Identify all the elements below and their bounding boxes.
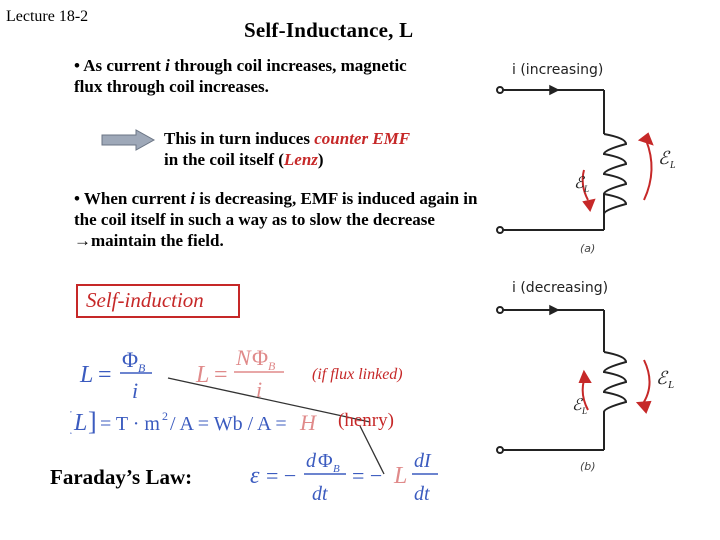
henry-unit: (henry) (338, 410, 394, 431)
right-arrow-icon (101, 129, 156, 151)
svg-text:ε: ε (250, 463, 260, 489)
flux-linked-note: (if flux linked) (312, 366, 403, 383)
svg-text:L: L (73, 410, 87, 436)
svg-text:ℰ: ℰ (658, 148, 671, 168)
svg-text:L: L (195, 362, 209, 388)
svg-text:ℰ: ℰ (656, 368, 669, 388)
bullet-current-decreasing: • When current i is decreasing, EMF is i… (74, 188, 484, 251)
svg-text:Φ: Φ (122, 347, 138, 372)
svg-text:i: i (256, 377, 262, 402)
svg-text:[: [ (70, 407, 73, 436)
self-induction-label: Self-induction (86, 288, 204, 312)
svg-text:dI: dI (414, 450, 432, 472)
bullet1-prefix: • As current (74, 56, 166, 75)
svg-text:B: B (268, 359, 276, 373)
svg-text:]: ] (88, 407, 97, 436)
bullet2-var: i (190, 189, 196, 208)
svg-text:= −: = − (266, 463, 296, 488)
bullet2-rest-2: maintain the field. (91, 231, 224, 250)
svg-text:B: B (333, 463, 340, 475)
induces-text: This in turn induces (164, 129, 315, 148)
svg-text:L: L (79, 362, 93, 388)
svg-text:N: N (235, 345, 252, 370)
svg-text:d: d (306, 450, 317, 472)
svg-text:H: H (299, 410, 317, 435)
figure-label-decreasing: i (decreasing) (512, 280, 609, 296)
svg-text:/ A = Wb / A =: / A = Wb / A = (170, 413, 287, 435)
figure-label-increasing: i (increasing) (512, 62, 604, 78)
inductance-equations: L = Φ B i L = N Φ B i [ L ] = T · m 2 / … (70, 345, 438, 505)
figure-caption-b: (b) (580, 460, 596, 473)
arrow-icon: → (74, 231, 91, 250)
bullet2-rest: is decreasing, EMF is induced again in t… (74, 189, 478, 229)
svg-text:L: L (581, 406, 587, 416)
inductor-figure: i (increasing) i (decreasing) (a) (b) (486, 60, 714, 473)
svg-text:=: = (98, 362, 112, 388)
svg-text:L: L (669, 160, 676, 171)
svg-text:dt: dt (414, 483, 430, 505)
svg-text:ℰ: ℰ (572, 397, 584, 414)
slide-title: Self-Inductance, L (244, 18, 414, 42)
bullet1-var: i (165, 56, 170, 75)
figure-caption-a: (a) (580, 242, 596, 255)
svg-text:Φ: Φ (252, 345, 268, 370)
svg-text:=: = (214, 362, 228, 388)
lecture-number: Lecture 18-2 (6, 8, 89, 25)
svg-text:L: L (393, 463, 407, 489)
svg-text:L: L (583, 184, 589, 194)
counter-emf-label: counter EMF (314, 129, 411, 148)
counter-emf-note: This in turn induces counter EMF in the … (164, 128, 474, 170)
svg-text:Φ: Φ (318, 450, 333, 472)
svg-text:i: i (132, 378, 138, 403)
self-induction-box (76, 284, 240, 318)
svg-text:2: 2 (162, 409, 168, 423)
svg-text:= T · m: = T · m (100, 413, 160, 435)
bullet1-rest: through coil increases, magnetic flux th… (74, 56, 407, 96)
faraday-law-label: Faraday’s Law: (50, 465, 193, 489)
svg-text:B: B (138, 361, 146, 375)
bullet-current-increasing: • As current i through coil increases, m… (74, 55, 434, 97)
lenz-label: Lenz (283, 150, 318, 169)
svg-text:L: L (667, 379, 674, 391)
svg-text:ℰ: ℰ (574, 175, 586, 192)
induces-text-2: in the coil itself ( (164, 150, 284, 169)
bullet2-prefix: • When current (74, 189, 191, 208)
induces-text-3: ) (317, 150, 324, 169)
svg-text:= −: = − (352, 463, 382, 488)
svg-text:dt: dt (312, 483, 328, 505)
